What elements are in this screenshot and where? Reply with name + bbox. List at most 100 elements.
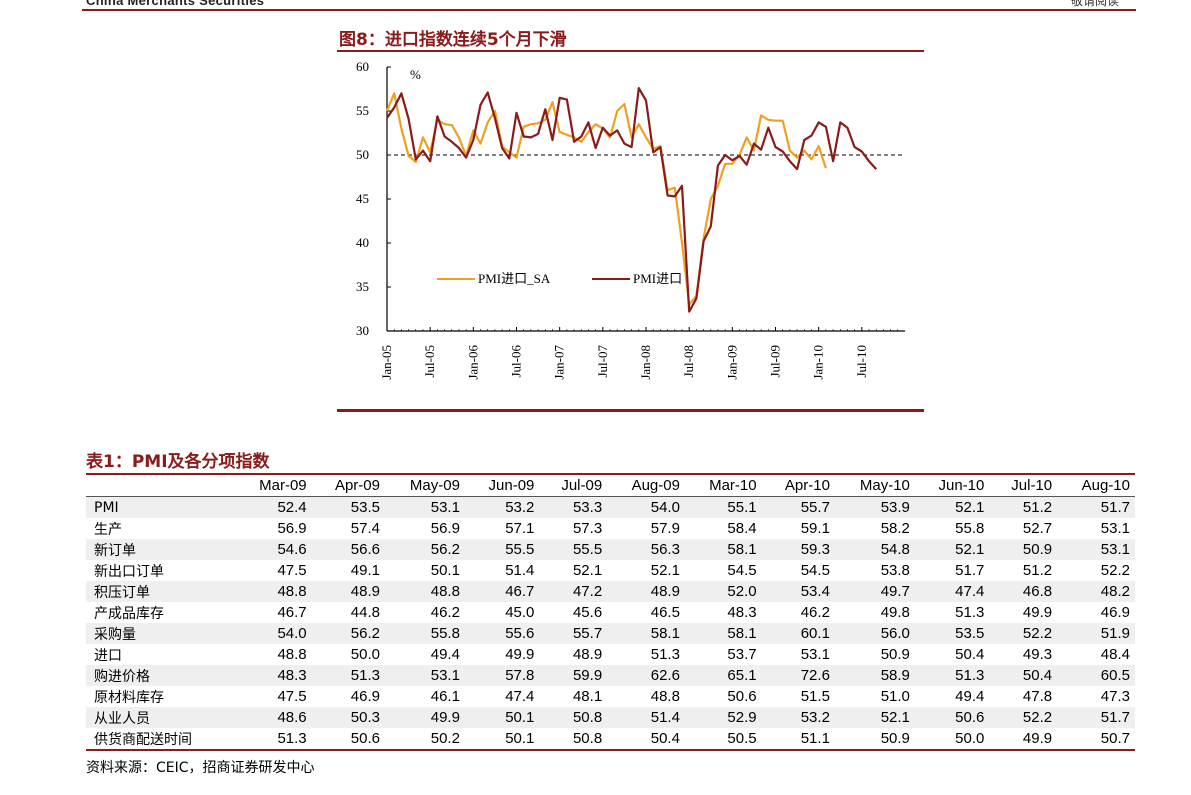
table-cell: 51.1 (800, 730, 830, 747)
figure-bottom-rule (337, 409, 924, 412)
table-row: 从业人员 48.6 50.3 49.9 50.1 50.8 51.4 52.9 53.2 52.1… (86, 707, 1135, 728)
table-cell: 56.2 (430, 541, 460, 558)
table-cell: 50.7 (1100, 730, 1130, 747)
table-row: 采购量 54.0 56.2 55.8 55.6 55.7 58.1 58.1 60.1 56.0 5… (86, 623, 1135, 644)
table-cell: 60.5 (1100, 667, 1130, 684)
table-cell: 56.2 (350, 625, 380, 642)
table-cell: 50.2 (430, 730, 460, 747)
table-cell: 51.0 (880, 688, 910, 705)
table-row: 产成品库存 46.7 44.8 46.2 45.0 45.6 46.5 48.3 46.2 49.… (86, 602, 1135, 623)
table-cell: 58.1 (727, 541, 757, 558)
table-cell: 52.7 (1022, 520, 1053, 537)
table-row: 原材料库存 47.5 46.9 46.1 47.4 48.1 48.8 50.6 51.5 51.… (86, 686, 1135, 707)
table-cell: 50.0 (955, 730, 985, 747)
table-col-header: Mar-09 (259, 477, 307, 494)
table-cell: 57.4 (350, 520, 380, 537)
x-tick-label: Jan-07 (552, 345, 567, 380)
table-cell: 53.5 (350, 499, 380, 516)
table-cell: 58.1 (650, 625, 680, 642)
table-cell: 51.3 (955, 604, 985, 621)
table-cell: 53.9 (880, 499, 910, 516)
table-cell: 50.4 (650, 730, 680, 747)
legend-label: PMI进口 (633, 271, 682, 286)
x-tick-label: Jan-10 (811, 345, 826, 380)
table-row-label: 生产 (94, 521, 122, 538)
table-cell: 53.2 (800, 709, 830, 726)
table-col-header: Apr-10 (784, 477, 830, 494)
table-row-label: 采购量 (94, 626, 136, 643)
import-index-line-chart: 30 35 40 45 50 55 60% Jan-05 Jul-05 Jan-06 Jul-06 J… (356, 59, 905, 380)
table-cell: 55.5 (505, 541, 535, 558)
table-row-label: 购进价格 (94, 668, 150, 685)
y-tick-label: 55 (356, 103, 369, 118)
table-cell: 53.1 (430, 499, 460, 516)
table-cell: 46.9 (1100, 604, 1130, 621)
table-cell: 51.3 (350, 667, 380, 684)
table-cell: 48.3 (727, 604, 757, 621)
table-cell: 48.2 (1100, 583, 1130, 600)
table-cell: 55.6 (505, 625, 535, 642)
table-cell: 52.1 (572, 562, 603, 579)
table-cell: 46.7 (505, 583, 535, 600)
table-cell: 46.2 (800, 604, 830, 621)
table-cell: 51.7 (1100, 499, 1130, 516)
table-cell: 46.7 (277, 604, 307, 621)
table-cell: 48.9 (650, 583, 680, 600)
figure-title-rule (337, 50, 924, 52)
series-line-pmi-import (386, 86, 878, 313)
table-cell: 58.9 (880, 667, 910, 684)
table-cell: 52.2 (1022, 709, 1053, 726)
table-cell: 46.5 (650, 604, 680, 621)
table-cell: 53.1 (800, 646, 830, 663)
table-cell: 48.8 (430, 583, 460, 600)
table-cell: 51.4 (650, 709, 680, 726)
table-cell: 48.8 (277, 646, 307, 663)
table-cell: 49.4 (430, 646, 460, 663)
table-cell: 47.3 (1100, 688, 1130, 705)
table-cell: 50.1 (505, 709, 535, 726)
y-tick-label: 30 (356, 323, 369, 338)
header-right-text: 敬请阅读 (1070, 0, 1119, 8)
x-tick-label: Jul-08 (681, 345, 696, 378)
table-col-header: May-10 (859, 477, 910, 494)
chart-legend: PMI进口_SA PMI进口 (437, 271, 682, 286)
table-col-header: Jun-10 (938, 477, 985, 494)
table-cell: 56.9 (277, 520, 307, 537)
table-cell: 46.1 (430, 688, 460, 705)
table-cell: 48.6 (277, 709, 307, 726)
table-cell: 50.8 (572, 709, 603, 726)
header-rule (82, 9, 1136, 11)
table-cell: 51.5 (800, 688, 830, 705)
table-cell: 49.9 (1022, 730, 1053, 747)
table-col-header: Aug-09 (631, 477, 680, 494)
table-cell: 53.4 (800, 583, 830, 600)
table-cell: 50.3 (350, 709, 380, 726)
table-cell: 49.7 (880, 583, 910, 600)
table-cell: 53.3 (572, 499, 603, 516)
table-cell: 58.2 (880, 520, 910, 537)
table-row: PMI 52.4 53.5 53.1 53.2 53.3 54.0 55.1 55.7 53.9 5… (86, 496, 1135, 518)
table-cell: 56.6 (350, 541, 380, 558)
table-cell: 54.5 (800, 562, 830, 579)
table-cell: 50.4 (955, 646, 985, 663)
table-cell: 49.9 (1022, 604, 1053, 621)
table-cell: 53.1 (1100, 541, 1130, 558)
table-cell: 49.8 (880, 604, 910, 621)
table-cell: 59.9 (572, 667, 603, 684)
table-cell: 52.0 (727, 583, 757, 600)
table-header-empty (86, 474, 235, 497)
table-cell: 50.4 (1022, 667, 1053, 684)
chart-axes: 30 35 40 45 50 55 60% Jan-05 Jul-05 Jan-06 Jul-06 J… (356, 59, 905, 380)
table-row-label: PMI (94, 499, 119, 516)
table-cell: 47.4 (505, 688, 535, 705)
table-cell: 50.6 (727, 688, 757, 705)
chart-series-lines (385, 86, 878, 313)
table-cell: 49.1 (350, 562, 380, 579)
table-cell: 48.3 (277, 667, 307, 684)
table-cell: 48.1 (572, 688, 603, 705)
table-cell: 48.9 (572, 646, 603, 663)
table-cell: 57.8 (505, 667, 535, 684)
table-col-header: Jun-09 (488, 477, 535, 494)
table-cell: 46.8 (1022, 583, 1053, 600)
table-cell: 54.5 (727, 562, 757, 579)
